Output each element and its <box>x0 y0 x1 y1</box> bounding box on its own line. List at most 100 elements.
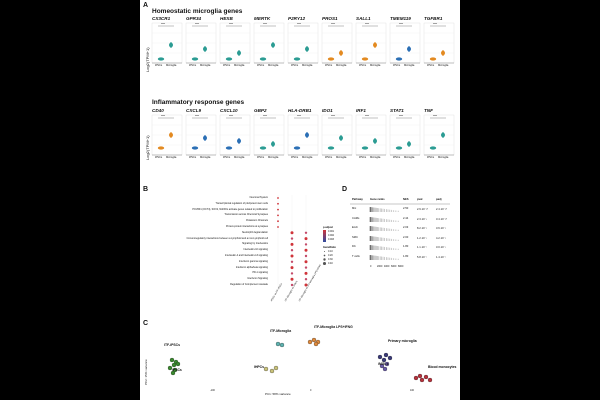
significance-stars: **** <box>297 23 302 26</box>
gene-name: CXCL9 <box>186 108 202 113</box>
enrichment-dot <box>304 254 308 258</box>
violin-ipscs <box>361 146 369 150</box>
pca-point <box>170 370 176 376</box>
gsea-pathway: SMC <box>352 235 358 239</box>
xtick-microglia: Microglia <box>370 64 381 67</box>
pathway-label: PD-1 signaling <box>252 271 268 275</box>
gsea-pval: 1.1·10⁻⁴ <box>417 246 428 249</box>
pca-xtick: -100 <box>210 389 215 392</box>
violin-microglia <box>305 132 309 138</box>
pathway-label: Interleukin-4 and Interleukin-13 signali… <box>224 254 268 257</box>
xtick-ipscs: iPSCs <box>393 156 401 159</box>
gene-name: HLA-DRB1 <box>288 108 312 113</box>
pca-point <box>377 354 383 360</box>
gene-name: HEXB <box>220 16 233 21</box>
enrichment-dot <box>290 231 294 235</box>
pca-point <box>419 377 425 383</box>
violin-ipscs <box>225 57 233 61</box>
enrichment-dot <box>304 283 308 287</box>
gene-violin-plot <box>355 22 387 64</box>
pca-point <box>263 366 269 372</box>
pca-group-label: ITF-Microglia LPS+IFNG <box>314 325 353 329</box>
enrichment-dot <box>290 266 294 270</box>
violin-ipscs <box>191 146 199 150</box>
pca-group-label: Primary microglia <box>388 339 417 343</box>
gsea-pval: 5.8·10⁻⁴ <box>417 255 428 259</box>
xtick-ipscs: iPSCs <box>291 64 299 67</box>
violin-ipscs <box>157 146 165 150</box>
gsea-padj: 1.4·10⁻⁴ <box>436 255 447 259</box>
pca-point <box>427 377 433 383</box>
gene-violin-plot <box>389 22 421 64</box>
pca-point <box>269 368 275 374</box>
gsea-pval: 1.2·10⁻⁵ <box>417 236 428 240</box>
pca-point <box>413 375 419 381</box>
significance-stars: **** <box>365 115 370 118</box>
enrichment-dot <box>290 272 294 275</box>
gsea-axis-tick: 6000 <box>391 265 397 268</box>
gene-name: CXCL10 <box>220 108 238 113</box>
pca-point <box>387 355 393 361</box>
significance-stars: **** <box>297 115 302 118</box>
legend-generatio-value: 0.20 <box>328 254 333 257</box>
violin-ipscs <box>157 57 165 61</box>
xtick-ipscs: iPSCs <box>189 64 197 67</box>
pathway-label: Transcriptional regulation of pluripoten… <box>215 201 268 205</box>
pathway-label: Neutrophil degranulation <box>241 230 268 234</box>
legend-generatio-dot <box>323 254 326 257</box>
enrichment-dot <box>277 226 279 228</box>
gsea-nes: 2.44 <box>403 216 409 220</box>
gsea-padj: 3.0·10⁻⁵ <box>436 246 447 249</box>
gene-rank-barcode <box>369 254 399 260</box>
xtick-microglia: Microglia <box>166 64 177 67</box>
gene-name: TNF <box>424 108 433 113</box>
legend-generatio-value: 0.40 <box>328 262 333 265</box>
violin-microglia <box>407 46 411 52</box>
significance-stars: **** <box>263 23 268 26</box>
gene-violin-plot <box>321 114 353 156</box>
panel-a-ylabel-bottom: Log2(TPM+1) <box>145 135 150 160</box>
enrichment-dot <box>290 283 294 287</box>
gsea-pval: 2.3·10⁻⁹ <box>417 217 428 221</box>
gsea-nes: 2.00 <box>403 235 409 239</box>
gsea-pathway: Mic <box>352 207 357 210</box>
legend-generatio-dot <box>323 258 326 261</box>
significance-stars: **** <box>161 115 166 118</box>
enrichment-dot <box>304 243 308 246</box>
xtick-ipscs: iPSCs <box>189 156 197 159</box>
pathway-label: Potassium Channels <box>246 219 268 223</box>
pca-point <box>379 363 385 369</box>
homeostatic-title: Homeostatic microglia genes <box>152 8 243 15</box>
gene-name: TMEM119 <box>390 16 411 21</box>
significance-stars: **** <box>399 23 404 26</box>
pathway-label: Signaling by Interleukins <box>242 242 268 246</box>
pca-point <box>273 365 279 371</box>
legend-padj-value: 0.003 <box>328 238 334 241</box>
gsea-header: pval <box>417 198 423 201</box>
pathway-label: POU5F1 (OCT4), SOX2, NANOG activate gene… <box>192 207 268 211</box>
xtick-microglia: Microglia <box>234 64 245 67</box>
xtick-ipscs: iPSCs <box>155 64 163 67</box>
xtick-microglia: Microglia <box>302 156 313 159</box>
gene-violin-plot <box>151 22 183 64</box>
gene-violin-plot <box>253 22 285 64</box>
violin-microglia <box>441 132 445 138</box>
xtick-microglia: Microglia <box>200 156 211 159</box>
gsea-padj: 3.4·10⁻¹⁰ <box>436 217 448 221</box>
gsea-nes: 2.50 <box>403 207 409 210</box>
gene-rank-barcode <box>369 245 399 250</box>
violin-ipscs <box>429 146 437 150</box>
legend-padj-value: 0.001 <box>328 230 334 233</box>
violin-microglia <box>373 138 377 144</box>
enrichment-dot <box>304 231 308 234</box>
pca-group-label: IHPCs <box>254 365 264 369</box>
enrichment-dot <box>304 271 308 275</box>
inflammatory-title: Inflammatory response genes <box>152 99 245 106</box>
gsea-axis-tick: 0 <box>370 265 372 268</box>
enrichment-dot <box>277 197 279 199</box>
pca-point <box>279 342 285 348</box>
enrichment-dot <box>290 277 294 281</box>
violin-ipscs <box>259 57 267 61</box>
legend-generatio-value: 0.10 <box>328 250 333 253</box>
gene-violin-plot <box>321 22 353 64</box>
